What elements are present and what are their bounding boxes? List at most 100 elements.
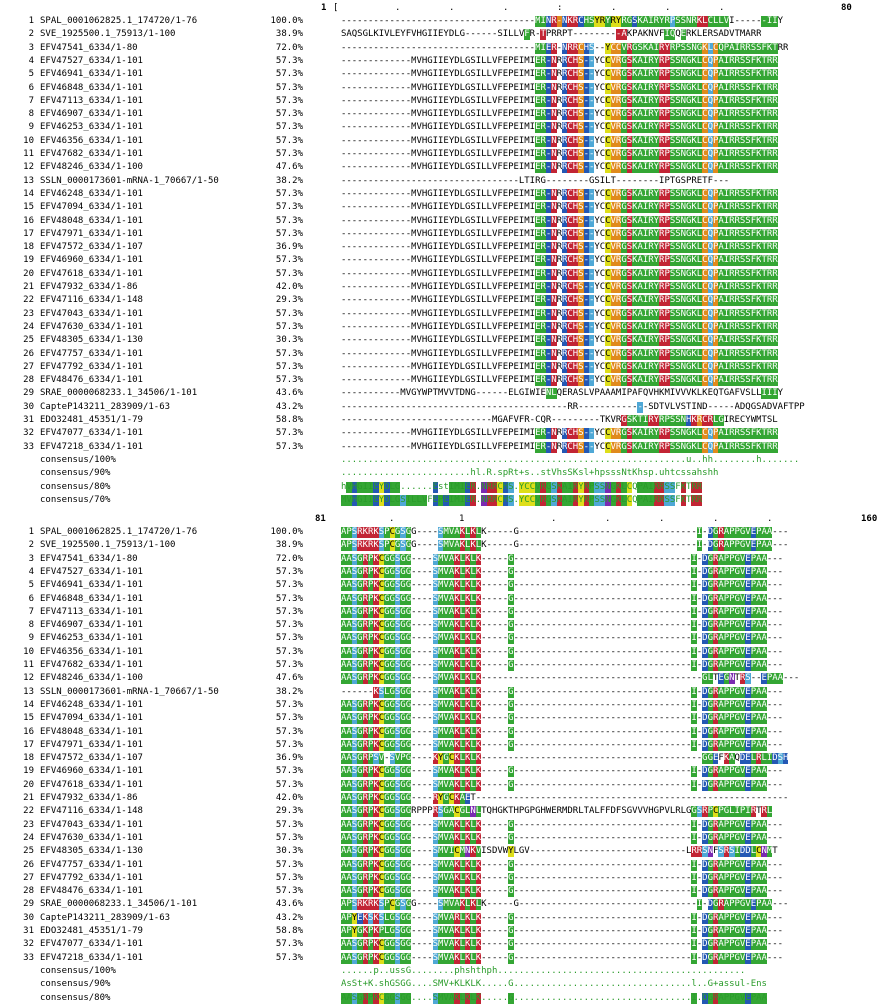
- sequence-name[interactable]: EFV47043_6334/1-101: [40, 308, 143, 319]
- alignment-row[interactable]: 12 EFV48246_6334/1-100 47.6% -------------M…: [0, 162, 894, 174]
- alignment-row[interactable]: 5 EFV46941_6334/1-101 57.3% -------------MV…: [0, 69, 894, 81]
- alignment-row[interactable]: 13 SSLN_0000173601-mRNA-1_70667/1-50 38.2%…: [0, 176, 894, 187]
- alignment-row[interactable]: 11 EFV47682_6334/1-101 57.3% AASGRPKCGGSGG-…: [0, 660, 894, 671]
- sequence-name[interactable]: EFV47094_6334/1-101: [40, 713, 143, 724]
- alignment-row[interactable]: 7 EFV47113_6334/1-101 57.3% -------------MV…: [0, 95, 894, 107]
- sequence-name[interactable]: SVE_1925500.1_75913/1-100: [40, 29, 176, 40]
- alignment-row[interactable]: 3 EFV47541_6334/1-80 72.0% ----------------…: [0, 42, 894, 54]
- alignment-row[interactable]: 2 SVE_1925500.1_75913/1-100 38.9% APSRKRKSP…: [0, 540, 894, 552]
- sequence-name[interactable]: CapteP143211_283909/1-63: [40, 401, 171, 412]
- sequence-name[interactable]: EFV47971_6334/1-101: [40, 739, 143, 750]
- alignment-row[interactable]: 30 CapteP143211_283909/1-63 43.2% ---------…: [0, 401, 894, 413]
- sequence-name[interactable]: EFV46960_6334/1-101: [40, 766, 143, 777]
- alignment-row[interactable]: 9 EFV46253_6334/1-101 57.3% AASGRPKCGGSGG--…: [0, 633, 894, 645]
- alignment-row[interactable]: 21 EFV47932_6334/1-86 42.0% AASGRPKCGGSGG--…: [0, 793, 894, 804]
- alignment-row[interactable]: 19 EFV46960_6334/1-101 57.3% -------------M…: [0, 255, 894, 267]
- alignment-row[interactable]: 7 EFV47113_6334/1-101 57.3% AASGRPKCGGSGG--…: [0, 606, 894, 618]
- alignment-row[interactable]: 33 EFV47218_6334/1-101 57.3% -------------M…: [0, 441, 894, 453]
- sequence-name[interactable]: EFV48476_6334/1-101: [40, 375, 143, 386]
- alignment-row[interactable]: 17 EFV47971_6334/1-101 57.3% AASGRPKCGGSGG-…: [0, 739, 894, 751]
- alignment-row[interactable]: 18 EFV47572_6334/1-107 36.9% AASGRPSV-SVPG-…: [0, 753, 894, 765]
- sequence-name[interactable]: EFV47932_6334/1-86: [40, 282, 138, 292]
- sequence-name[interactable]: EFV46253_6334/1-101: [40, 122, 143, 133]
- alignment-row[interactable]: 19 EFV46960_6334/1-101 57.3% AASGRPKCGGSGG-…: [0, 766, 894, 778]
- sequence-name[interactable]: EFV47682_6334/1-101: [40, 149, 143, 159]
- sequence-name[interactable]: EDO32481_45351/1-79: [40, 415, 143, 425]
- sequence-name[interactable]: EFV47094_6334/1-101: [40, 202, 143, 213]
- sequence-name[interactable]: EFV47113_6334/1-101: [40, 606, 143, 617]
- alignment-row[interactable]: 11 EFV47682_6334/1-101 57.3% -------------M…: [0, 149, 894, 160]
- alignment-row[interactable]: 23 EFV47043_6334/1-101 57.3% -------------M…: [0, 308, 894, 320]
- sequence-name[interactable]: EFV47116_6334/1-148: [40, 806, 143, 817]
- sequence-name[interactable]: EFV46941_6334/1-101: [40, 580, 143, 591]
- alignment-row[interactable]: 12 EFV48246_6334/1-100 47.6% AASGRPKCGGSGG-…: [0, 673, 894, 685]
- sequence-name[interactable]: EFV47541_6334/1-80: [40, 42, 138, 53]
- alignment-row[interactable]: 27 EFV47792_6334/1-101 57.3% -------------M…: [0, 361, 894, 373]
- alignment-row[interactable]: 29 SRAE_0000068233.1_34506/1-101 43.6% ----…: [0, 388, 894, 400]
- alignment-row[interactable]: 2 SVE_1925500.1_75913/1-100 38.9% SAQSGLKIV…: [0, 29, 894, 41]
- sequence-name[interactable]: SPAL_0001062825.1_174720/1-76: [40, 16, 198, 26]
- sequence-name[interactable]: EFV47757_6334/1-101: [40, 348, 143, 359]
- sequence-name[interactable]: SSLN_0000173601-mRNA-1_70667/1-50: [40, 175, 219, 186]
- sequence-name[interactable]: EFV48246_6334/1-100: [40, 162, 143, 173]
- alignment-row[interactable]: 20 EFV47618_6334/1-101 57.3% AASGRPKCGGSGG-…: [0, 779, 894, 791]
- alignment-row[interactable]: 26 EFV47757_6334/1-101 57.3% -------------M…: [0, 348, 894, 360]
- alignment-row[interactable]: 25 EFV48305_6334/1-130 30.3% -------------M…: [0, 335, 894, 347]
- sequence-name[interactable]: EFV47541_6334/1-80: [40, 553, 138, 564]
- alignment-row[interactable]: 10 EFV46356_6334/1-101 57.3% AASGRPKCGGSGG-…: [0, 646, 894, 658]
- alignment-row[interactable]: 22 EFV47116_6334/1-148 29.3% -------------M…: [0, 295, 894, 307]
- alignment-row[interactable]: 32 EFV47077_6334/1-101 57.3% -------------M…: [0, 428, 894, 440]
- sequence-name[interactable]: EFV46356_6334/1-101: [40, 135, 143, 146]
- sequence-name[interactable]: EFV46907_6334/1-101: [40, 109, 143, 120]
- sequence-name[interactable]: SRAE_0000068233.1_34506/1-101: [40, 388, 198, 399]
- sequence-name[interactable]: EFV48305_6334/1-130: [40, 335, 143, 346]
- sequence-name[interactable]: EFV47630_6334/1-101: [40, 321, 143, 332]
- sequence-name[interactable]: EFV46356_6334/1-101: [40, 646, 143, 657]
- alignment-row[interactable]: 16 EFV48048_6334/1-101 57.3% -------------M…: [0, 215, 894, 227]
- sequence-name[interactable]: EFV47618_6334/1-101: [40, 268, 143, 279]
- alignment-row[interactable]: 17 EFV47971_6334/1-101 57.3% -------------M…: [0, 228, 894, 240]
- alignment-row[interactable]: 14 EFV46248_6334/1-101 57.3% AASGRPKCGGSGG-…: [0, 699, 894, 711]
- sequence-name[interactable]: EFV47527_6334/1-101: [40, 566, 143, 577]
- alignment-row[interactable]: 22 EFV47116_6334/1-148 29.3% AASGRPKCGGSGGR…: [0, 806, 894, 818]
- sequence-name[interactable]: EFV46907_6334/1-101: [40, 620, 143, 631]
- sequence-name[interactable]: SPAL_0001062825.1_174720/1-76: [40, 527, 198, 537]
- alignment-row[interactable]: 1 SPAL_0001062825.1_174720/1-76 100.0% APSR…: [0, 527, 894, 538]
- alignment-row[interactable]: 5 EFV46941_6334/1-101 57.3% AASGRPKCGGSGG--…: [0, 580, 894, 592]
- alignment-row[interactable]: 1 SPAL_0001062825.1_174720/1-76 100.0% ----…: [0, 16, 894, 27]
- alignment-row[interactable]: 24 EFV47630_6334/1-101 57.3% -------------M…: [0, 321, 894, 333]
- alignment-row[interactable]: 16 EFV48048_6334/1-101 57.3% AASGRPKCGGSGG-…: [0, 726, 894, 738]
- alignment-row[interactable]: 15 EFV47094_6334/1-101 57.3% -------------M…: [0, 202, 894, 214]
- alignment-row[interactable]: 4 EFV47527_6334/1-101 57.3% -------------MV…: [0, 55, 894, 67]
- sequence-name[interactable]: EFV47572_6334/1-107: [40, 753, 143, 764]
- sequence-name[interactable]: EFV48048_6334/1-101: [40, 726, 143, 737]
- alignment-row[interactable]: 3 EFV47541_6334/1-80 72.0% AASGRPKCGGSGG---…: [0, 553, 894, 565]
- sequence-name[interactable]: EFV47527_6334/1-101: [40, 55, 143, 66]
- alignment-row[interactable]: 10 EFV46356_6334/1-101 57.3% -------------M…: [0, 135, 894, 147]
- sequence-name[interactable]: EFV47682_6334/1-101: [40, 660, 143, 670]
- alignment-row[interactable]: 21 EFV47932_6334/1-86 42.0% -------------MV…: [0, 282, 894, 293]
- sequence-name[interactable]: EFV47932_6334/1-86: [40, 793, 138, 803]
- sequence-name[interactable]: EFV47113_6334/1-101: [40, 95, 143, 106]
- sequence-name[interactable]: EFV48246_6334/1-100: [40, 673, 143, 684]
- sequence-name[interactable]: EFV47971_6334/1-101: [40, 228, 143, 239]
- alignment-row[interactable]: 20 EFV47618_6334/1-101 57.3% -------------M…: [0, 268, 894, 280]
- sequence-name[interactable]: EFV47618_6334/1-101: [40, 779, 143, 790]
- alignment-row[interactable]: 6 EFV46848_6334/1-101 57.3% AASGRPKCGGSGG--…: [0, 593, 894, 605]
- sequence-name[interactable]: SSLN_0000173601-mRNA-1_70667/1-50: [40, 686, 219, 697]
- sequence-name[interactable]: EFV47218_6334/1-101: [40, 441, 143, 452]
- alignment-row[interactable]: 28 EFV48476_6334/1-101 57.3% -------------M…: [0, 375, 894, 387]
- sequence-name[interactable]: EFV46941_6334/1-101: [40, 69, 143, 80]
- alignment-row[interactable]: 8 EFV46907_6334/1-101 57.3% -------------MV…: [0, 109, 894, 121]
- sequence-name[interactable]: EFV48048_6334/1-101: [40, 215, 143, 226]
- alignment-row[interactable]: 15 EFV47094_6334/1-101 57.3% AASGRPKCGGSGG-…: [0, 713, 894, 725]
- alignment-row[interactable]: 6 EFV46848_6334/1-101 57.3% -------------MV…: [0, 82, 894, 94]
- sequence-name[interactable]: EFV46848_6334/1-101: [40, 593, 143, 604]
- alignment-row[interactable]: 13 SSLN_0000173601-mRNA-1_70667/1-50 38.2%…: [0, 686, 894, 698]
- sequence-name[interactable]: EFV46253_6334/1-101: [40, 633, 143, 644]
- sequence-name[interactable]: EFV46960_6334/1-101: [40, 255, 143, 266]
- alignment-row[interactable]: 31 EDO32481_45351/1-79 58.8% --------------…: [0, 415, 894, 426]
- sequence-name[interactable]: SVE_1925500.1_75913/1-100: [40, 540, 176, 551]
- alignment-row[interactable]: 4 EFV47527_6334/1-101 57.3% AASGRPKCGGSGG--…: [0, 566, 894, 578]
- alignment-row[interactable]: 9 EFV46253_6334/1-101 57.3% -------------MV…: [0, 122, 894, 134]
